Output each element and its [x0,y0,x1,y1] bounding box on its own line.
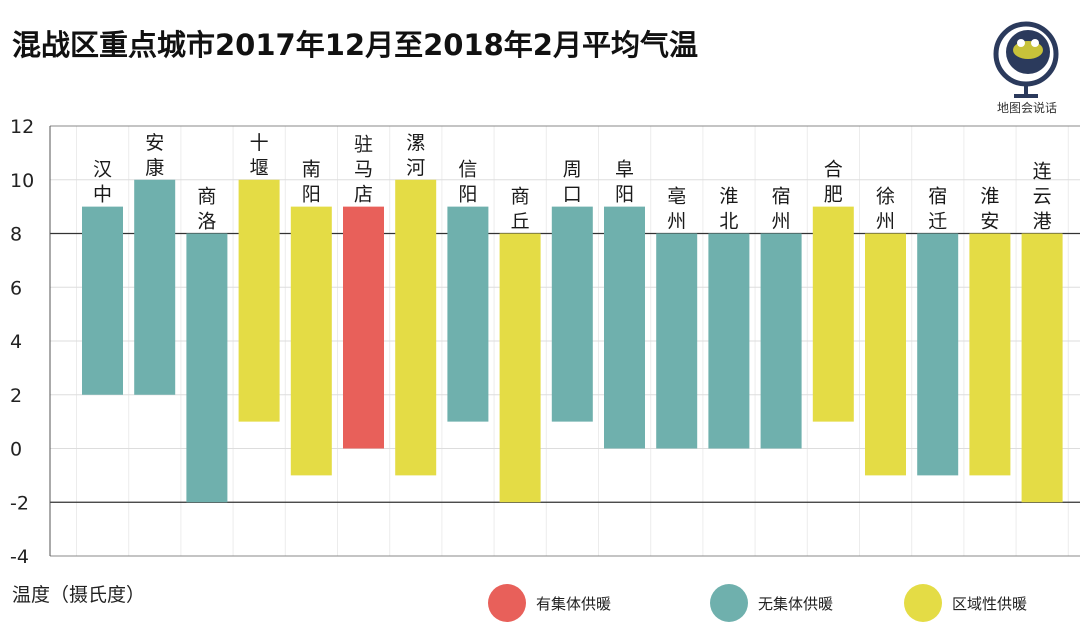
bar-label-安康: 安 [145,132,164,154]
legend-item-regional-heating: 区域性供暖 [904,584,1027,622]
bar-label-宿州: 州 [772,211,791,233]
bar-label-驻马店: 马 [354,159,373,181]
legend-item-central-heating: 有集体供暖 [488,584,611,622]
legend-swatch [904,584,942,622]
bar-徐州 [865,233,906,476]
bar-label-宿迁: 宿 [928,186,947,208]
bar-label-商丘: 商 [511,186,530,208]
y-tick-label: 6 [10,277,22,299]
bar-label-周口: 口 [563,184,582,206]
bar-南阳 [290,206,332,476]
bar-淮安 [969,233,1011,476]
bar-label-十堰: 十 [250,132,269,154]
bar-label-淮安: 淮 [980,186,999,208]
y-tick-label: 12 [10,116,34,138]
bar-label-淮安: 安 [980,211,999,233]
legend-swatch [710,584,748,622]
bar-label-淮北: 淮 [719,186,738,208]
bar-连云港 [1021,233,1063,503]
bar-label-南阳: 阳 [302,184,321,206]
bar-label-阜阳: 阜 [615,159,634,181]
bar-宿州 [760,233,802,449]
logo-text: 地图会说话 [996,101,1057,115]
bar-label-信阳: 阳 [458,184,477,206]
bar-label-合肥: 合 [824,159,843,181]
bar-label-周口: 周 [563,159,582,181]
bar-周口 [551,206,593,422]
bar-label-商洛: 商 [197,186,216,208]
legend-item-no-central-heating: 无集体供暖 [710,584,833,622]
y-tick-label: 4 [10,331,22,353]
bar-label-亳州: 州 [667,211,686,233]
bar-label-徐州: 州 [876,211,895,233]
bar-驻马店 [343,206,384,449]
bar-label-汉中: 汉 [93,159,112,181]
bar-商洛 [186,233,228,503]
bar-label-漯河: 漯 [406,132,425,154]
legend-swatch [488,584,526,622]
legend-label: 无集体供暖 [758,594,834,613]
bar-label-连云港: 云 [1033,186,1052,208]
bar-label-漯河: 河 [406,157,425,179]
y-tick-label: 10 [10,170,34,192]
bar-label-南阳: 南 [302,159,321,181]
bar-汉中 [82,206,123,395]
bar-label-亳州: 亳 [667,186,686,208]
bar-label-驻马店: 驻 [354,134,373,156]
legend-label: 区域性供暖 [952,594,1028,613]
bar-label-驻马店: 店 [354,184,373,206]
bar-宿迁 [917,233,959,476]
bar-label-合肥: 肥 [824,184,843,206]
y-tick-label: 0 [10,439,22,461]
bar-label-十堰: 堰 [250,157,269,179]
bar-label-徐州: 徐 [876,186,895,208]
y-axis-label: 温度（摄氏度） [12,584,146,606]
y-tick-label: 2 [10,385,22,407]
bar-信阳 [447,206,489,422]
bar-label-信阳: 信 [458,159,477,181]
bar-label-连云港: 港 [1033,211,1052,233]
bar-淮北 [708,233,750,449]
bar-label-淮北: 北 [719,211,738,233]
y-tick-label: -2 [10,492,29,514]
bar-安康 [134,179,176,395]
bar-合肥 [812,206,854,422]
bar-label-商丘: 丘 [511,211,530,233]
bar-亳州 [656,233,698,449]
y-tick-label: 8 [10,224,22,246]
bar-商丘 [499,233,541,503]
bar-label-宿州: 宿 [772,186,791,208]
legend-label: 有集体供暖 [536,594,612,613]
map-logo-icon [993,21,1059,98]
bar-label-商洛: 洛 [197,211,216,233]
y-tick-label: -4 [10,546,29,568]
bar-label-安康: 康 [145,157,164,179]
bar-漯河 [395,179,437,476]
bar-label-阜阳: 阳 [615,184,634,206]
bar-label-宿迁: 迁 [928,211,947,233]
bar-label-连云港: 连 [1033,161,1052,183]
bar-label-汉中: 中 [93,184,112,206]
bar-阜阳 [604,206,645,449]
bar-十堰 [238,179,280,422]
chart-title: 混战区重点城市2017年12月至2018年2月平均气温 [12,28,698,62]
